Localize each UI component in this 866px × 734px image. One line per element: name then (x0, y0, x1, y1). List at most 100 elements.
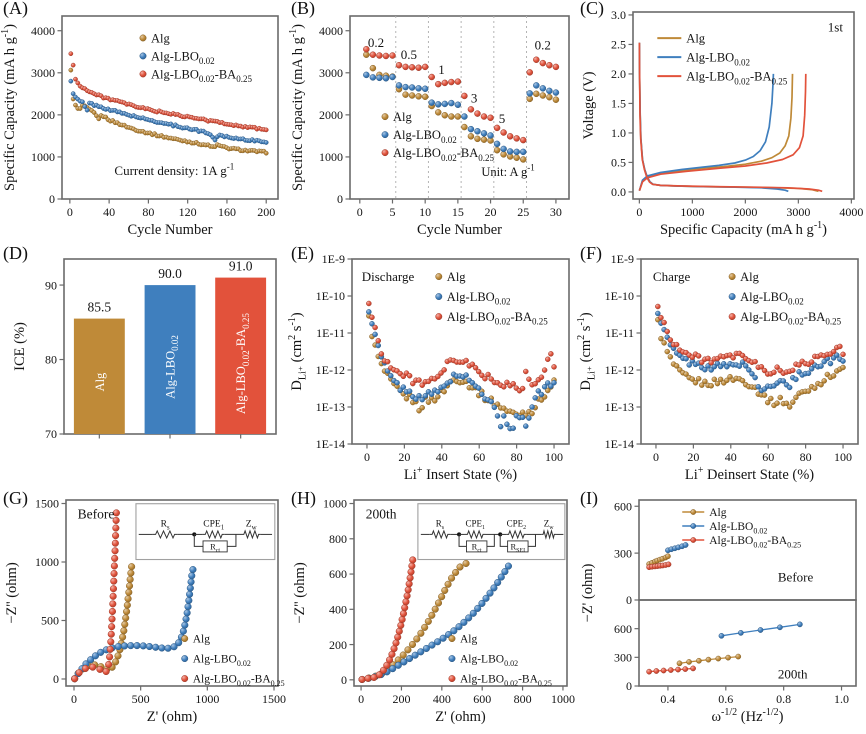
svg-text:0: 0 (49, 192, 55, 206)
svg-text:Voltage (V): Voltage (V) (581, 71, 597, 139)
svg-text:70: 70 (45, 427, 57, 441)
svg-text:1E-9: 1E-9 (322, 252, 345, 266)
svg-text:0: 0 (626, 679, 632, 693)
panel-g-letter: (G) (3, 488, 28, 508)
svg-text:600: 600 (614, 622, 632, 636)
svg-text:80: 80 (45, 353, 57, 367)
svg-text:3.0: 3.0 (611, 8, 626, 22)
svg-text:Alg: Alg (709, 507, 727, 519)
panel-e-letter: (E) (291, 243, 314, 263)
panel-d-chart: 70 80 90 85.5 Alg 90.0 Alg-LBO0.02 91.0 Alg-LBO0… (12, 258, 277, 441)
svg-text:1.0: 1.0 (834, 692, 849, 706)
svg-text:DLi⁺ (cm2 s-1): DLi⁺ (cm2 s-1) (288, 312, 308, 390)
svg-text:Unit: A g-1: Unit: A g-1 (481, 163, 534, 179)
panel-h-letter: (H) (291, 488, 316, 508)
svg-text:CPE2: CPE2 (507, 518, 527, 531)
svg-text:25: 25 (517, 205, 529, 219)
svg-text:4000: 4000 (839, 205, 863, 219)
svg-text:0: 0 (67, 205, 73, 219)
svg-text:20: 20 (687, 450, 699, 464)
svg-text:400: 400 (329, 603, 347, 617)
panel-g-chart: 0 500 1000 1500 0 500 1000 1500 Before Alg Alg-LBO… (4, 497, 286, 725)
svg-text:3: 3 (471, 91, 478, 106)
svg-text:Alg-LBO0.02: Alg-LBO0.02 (709, 521, 767, 535)
svg-text:Zw: Zw (544, 518, 555, 531)
svg-text:0: 0 (71, 692, 77, 706)
svg-text:Alg-LBO0.02: Alg-LBO0.02 (393, 128, 457, 145)
svg-text:Rct: Rct (472, 541, 482, 554)
svg-text:1000: 1000 (551, 692, 575, 706)
svg-text:1E-10: 1E-10 (316, 289, 345, 303)
svg-text:Alg-LBO0.02-BA0.25: Alg-LBO0.02-BA0.25 (151, 67, 252, 84)
panel-g: (G) 0 500 1000 1500 0 500 1000 1500 Before Alg Alg… (0, 488, 288, 734)
svg-text:Alg-LBO0.02-BA0.25: Alg-LBO0.02-BA0.25 (193, 674, 285, 688)
svg-text:0: 0 (358, 692, 364, 706)
svg-text:0.6: 0.6 (718, 692, 733, 706)
svg-text:300: 300 (614, 546, 632, 560)
svg-text:Alg-LBO0.02-BA0.25: Alg-LBO0.02-BA0.25 (686, 70, 787, 87)
svg-text:Alg: Alg (93, 372, 107, 392)
svg-text:Rs: Rs (436, 518, 445, 531)
panel-i-chart: 0 300 600 Before Alg Alg-LBO0.02Alg-LBO0.02-B… (580, 499, 857, 725)
svg-text:2000: 2000 (31, 108, 55, 122)
svg-text:0: 0 (364, 450, 370, 464)
svg-text:3000: 3000 (319, 66, 343, 80)
svg-text:0: 0 (337, 192, 343, 206)
svg-text:15: 15 (452, 205, 464, 219)
svg-text:1000: 1000 (31, 150, 55, 164)
svg-text:Alg-LBO0.02-BA0.25: Alg-LBO0.02-BA0.25 (447, 310, 548, 327)
panel-h-chart: 0 200 400 600 800 1000 0 200 400 600 800 1000 200th A… (292, 497, 575, 725)
svg-text:1.5: 1.5 (611, 97, 626, 111)
svg-text:2.0: 2.0 (611, 67, 626, 81)
svg-text:200th: 200th (366, 507, 397, 522)
svg-text:Alg-LBO0.02-BA0.25: Alg-LBO0.02-BA0.25 (234, 313, 251, 414)
svg-text:4000: 4000 (319, 24, 343, 38)
svg-text:5: 5 (389, 205, 395, 219)
svg-text:85.5: 85.5 (88, 300, 112, 315)
svg-text:800: 800 (329, 532, 347, 546)
svg-text:Z' (ohm): Z' (ohm) (435, 709, 486, 725)
panel-e: (E) 0 20 40 60 80 100 1E-9 1E-10 1E-11 1E-12 1E-13… (288, 243, 577, 490)
svg-text:0.2: 0.2 (535, 38, 551, 53)
svg-text:90: 90 (45, 278, 57, 292)
svg-text:0.2: 0.2 (368, 35, 384, 50)
svg-text:Alg: Alg (740, 270, 760, 284)
svg-text:80: 80 (800, 450, 812, 464)
svg-text:300: 300 (614, 651, 632, 665)
svg-text:1E-13: 1E-13 (316, 400, 345, 414)
panel-d-letter: (D) (3, 243, 28, 263)
svg-text:0: 0 (653, 450, 659, 464)
svg-text:0.5: 0.5 (401, 47, 417, 62)
svg-text:Current density: 1A g-1: Current density: 1A g-1 (114, 162, 234, 178)
svg-text:5: 5 (499, 111, 506, 126)
svg-text:20: 20 (398, 450, 410, 464)
svg-text:Specific Capacity (mA h g-1): Specific Capacity (mA h g-1) (288, 24, 306, 191)
panel-b: (B) 0 5 10 15 20 25 30 0 1000 2000 3000 4000 0.2 0.5 1… (288, 0, 577, 245)
svg-text:100: 100 (545, 450, 563, 464)
svg-text:Li+ Insert State (%): Li+ Insert State (%) (404, 465, 517, 483)
svg-text:0.0: 0.0 (611, 185, 626, 199)
svg-text:Cycle Number: Cycle Number (417, 222, 502, 238)
svg-text:ICE (%): ICE (%) (12, 322, 28, 371)
svg-text:10: 10 (419, 205, 431, 219)
panel-c-chart: 0 1000 2000 3000 4000 0.0 0.5 1.0 1.5 2.0 2.5 3.0 1s… (581, 8, 863, 238)
svg-text:0.4: 0.4 (660, 692, 675, 706)
svg-text:200: 200 (257, 205, 275, 219)
panel-i: (I) 0 300 600 Before Alg Alg-LBO0.02 Alg-LBO0.… (577, 488, 866, 734)
svg-text:1500: 1500 (262, 692, 286, 706)
svg-text:1000: 1000 (319, 150, 343, 164)
svg-text:0: 0 (636, 205, 642, 219)
svg-text:1E-14: 1E-14 (316, 437, 345, 451)
svg-text:100: 100 (834, 450, 852, 464)
svg-text:1000: 1000 (195, 692, 219, 706)
svg-text:Specific Capacity (mA h g-1): Specific Capacity (mA h g-1) (660, 220, 827, 238)
svg-text:RSEI: RSEI (511, 541, 526, 554)
svg-text:−Z'' (ohm): −Z'' (ohm) (4, 562, 20, 623)
panel-c-letter: (C) (580, 0, 604, 18)
svg-text:500: 500 (132, 692, 150, 706)
svg-text:1E-9: 1E-9 (611, 252, 634, 266)
svg-text:60: 60 (762, 450, 774, 464)
svg-text:Alg: Alg (151, 31, 171, 45)
svg-text:0: 0 (626, 593, 632, 607)
